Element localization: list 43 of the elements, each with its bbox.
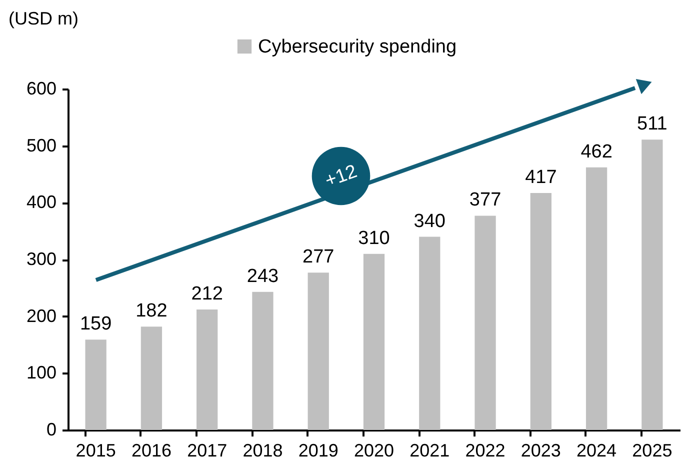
y-tick-label: 300	[26, 249, 56, 269]
data-label: 212	[191, 284, 223, 305]
x-tick-label: 2023	[520, 440, 561, 460]
y-tick-label: 200	[26, 306, 56, 326]
data-label: 277	[302, 246, 334, 268]
x-tick-label: 2021	[410, 440, 450, 460]
bar	[363, 254, 385, 430]
data-label: 182	[136, 300, 168, 322]
y-axis-title: (USD m)	[8, 8, 78, 28]
data-label: 417	[525, 167, 557, 188]
bar	[474, 216, 496, 430]
legend-label: Cybersecurity spending	[258, 36, 457, 58]
x-tick-label: 2022	[465, 440, 506, 460]
x-tick-label: 2020	[354, 440, 394, 460]
y-tick-label: 500	[26, 135, 56, 156]
x-tick-label: 2017	[187, 440, 228, 460]
data-label: 159	[80, 314, 112, 335]
bar	[196, 310, 218, 430]
bar	[419, 236, 440, 430]
x-tick-label: 2019	[298, 440, 338, 460]
annotation: +12	[322, 161, 360, 192]
bar	[308, 272, 329, 430]
bar	[85, 340, 106, 430]
data-label: 243	[246, 266, 279, 287]
y-tick-label: 100	[26, 362, 56, 383]
data-label: 511	[637, 114, 668, 135]
x-tick-label: 2018	[242, 440, 283, 460]
x-tick-label: 2016	[131, 440, 172, 460]
bar	[642, 140, 663, 430]
y-tick-label: 400	[26, 192, 56, 212]
data-label: 377	[469, 190, 502, 211]
y-tick-label: 600	[26, 78, 56, 98]
bar	[140, 326, 162, 430]
y-tick-label: 0	[46, 420, 56, 440]
bar	[252, 292, 274, 430]
bar	[586, 167, 608, 430]
x-tick-label: 2015	[76, 440, 116, 460]
x-tick-label: 2025	[632, 440, 672, 460]
x-tick-label: 2024	[576, 440, 617, 460]
bar	[530, 193, 552, 430]
data-label: 462	[580, 141, 612, 162]
data-label: 310	[358, 228, 390, 249]
data-label: 340	[414, 210, 446, 232]
